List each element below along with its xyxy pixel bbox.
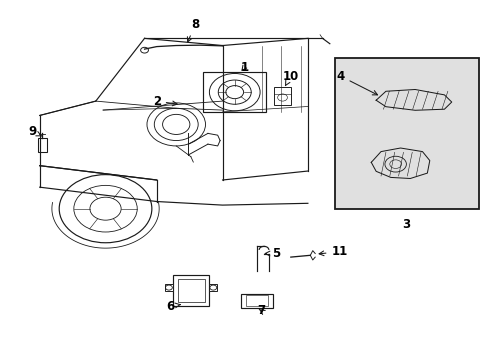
- Text: 2: 2: [152, 95, 177, 108]
- Bar: [334, 58, 478, 209]
- Bar: [177, 279, 204, 302]
- Text: 1: 1: [240, 60, 248, 73]
- Text: 10: 10: [282, 69, 298, 86]
- Text: 4: 4: [336, 69, 377, 95]
- Bar: [245, 296, 267, 306]
- Text: 11: 11: [319, 245, 347, 258]
- Bar: [273, 87, 291, 105]
- Bar: [172, 275, 209, 306]
- Circle shape: [59, 175, 152, 243]
- Text: 3: 3: [402, 218, 410, 231]
- Bar: [241, 294, 272, 308]
- Bar: [38, 138, 47, 152]
- Bar: [203, 72, 266, 112]
- Text: 5: 5: [264, 247, 280, 260]
- Text: 7: 7: [257, 305, 265, 318]
- Text: 8: 8: [187, 18, 200, 42]
- Bar: [209, 284, 217, 291]
- Text: 9: 9: [28, 125, 42, 138]
- Text: 6: 6: [166, 300, 180, 313]
- Bar: [164, 284, 172, 291]
